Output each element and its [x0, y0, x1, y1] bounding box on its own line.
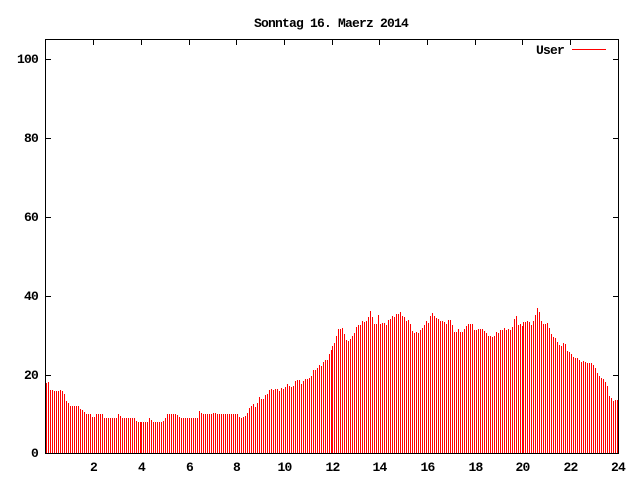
svg-text:2: 2: [90, 460, 98, 475]
svg-text:60: 60: [24, 210, 39, 225]
svg-text:12: 12: [325, 460, 340, 475]
svg-text:14: 14: [372, 460, 387, 475]
svg-text:10: 10: [277, 460, 292, 475]
svg-text:8: 8: [233, 460, 241, 475]
svg-text:20: 20: [24, 368, 39, 383]
svg-text:0: 0: [31, 446, 39, 461]
svg-text:User: User: [536, 43, 564, 58]
svg-text:6: 6: [186, 460, 194, 475]
svg-text:Sonntag 16. Maerz 2014: Sonntag 16. Maerz 2014: [254, 16, 409, 31]
svg-text:22: 22: [563, 460, 578, 475]
svg-text:18: 18: [468, 460, 483, 475]
svg-text:24: 24: [611, 460, 626, 475]
svg-text:4: 4: [138, 460, 146, 475]
svg-text:100: 100: [17, 52, 39, 67]
svg-text:40: 40: [24, 289, 39, 304]
svg-text:80: 80: [24, 131, 39, 146]
svg-text:16: 16: [420, 460, 435, 475]
svg-text:20: 20: [515, 460, 530, 475]
